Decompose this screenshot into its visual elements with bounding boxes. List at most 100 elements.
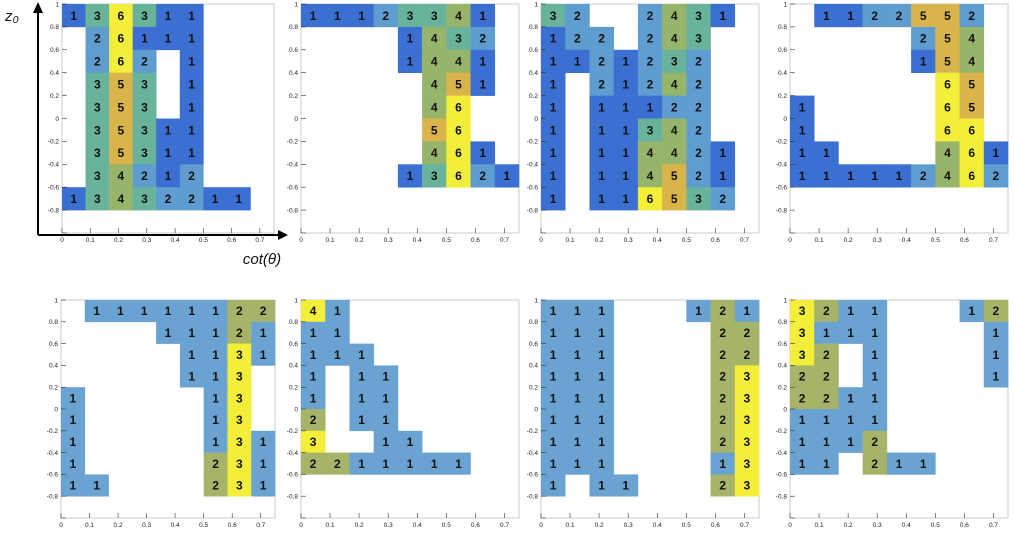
x-tick-label: 0.3 [142, 522, 151, 529]
heatmap-cell [710, 141, 736, 165]
cell-value-label: 4 [431, 32, 438, 46]
cell-value-label: 2 [695, 169, 702, 183]
heatmap-cell [541, 300, 566, 323]
heatmap-cell [132, 164, 157, 188]
cell-value-label: 2 [695, 77, 702, 91]
cell-value-label: 1 [407, 32, 414, 46]
cell-value-label: 6 [944, 77, 951, 91]
y-tick-label: -0.6 [287, 185, 299, 192]
heatmap-cell [790, 118, 815, 142]
cell-value-label: 1 [993, 370, 1000, 384]
cell-value-label: 1 [598, 457, 605, 471]
heatmap-cell [227, 343, 252, 366]
heatmap-cell [589, 49, 614, 73]
heatmap-cell [226, 187, 251, 211]
y-tick-label: 0.4 [778, 363, 787, 370]
heatmap-cell [935, 72, 960, 96]
x-tick-label: 0.7 [255, 237, 264, 244]
heatmap-cell [156, 321, 181, 344]
heatmap-cell [156, 141, 181, 165]
x-tick-label: 0 [539, 237, 543, 244]
cell-value-label: 2 [719, 326, 726, 340]
cell-value-label: 1 [847, 326, 854, 340]
cell-value-label: 1 [622, 55, 629, 69]
cell-value-label: 1 [719, 457, 726, 471]
heatmap-cell [179, 321, 204, 344]
heatmap-cell [179, 164, 204, 188]
cell-value-label: 1 [70, 457, 77, 471]
cell-value-label: 3 [744, 413, 751, 427]
heatmap-cell [251, 300, 276, 323]
cell-value-label: 1 [310, 348, 317, 362]
cell-value-label: 1 [550, 348, 557, 362]
cell-value-label: 5 [944, 55, 951, 69]
heatmap-cell [613, 164, 639, 188]
cell-value-label: 5 [118, 100, 125, 114]
heatmap-cell [589, 118, 614, 142]
cell-value-label: 1 [896, 457, 903, 471]
heatmap-cell [109, 187, 133, 211]
heatmap-cell [935, 164, 960, 188]
cell-value-label: 3 [141, 100, 148, 114]
y-tick-label: -0.4 [48, 162, 60, 169]
heatmap-cell [565, 387, 590, 410]
heatmap-cell [565, 4, 590, 28]
y-tick-label: -0.8 [776, 207, 788, 214]
cell-value-label: 1 [550, 55, 557, 69]
heatmap-cell [911, 164, 936, 188]
heatmap-cell [85, 26, 110, 51]
cell-value-label: 1 [358, 413, 365, 427]
heatmap-cell [446, 452, 471, 475]
heatmap-cell [132, 141, 157, 165]
heatmap-cell [227, 321, 252, 344]
cell-value-label: 3 [94, 192, 101, 206]
heatmap-cell [983, 164, 1009, 188]
cell-value-label: 2 [695, 55, 702, 69]
cell-value-label: 2 [823, 348, 830, 362]
heatmap-cell [203, 474, 228, 497]
cell-value-label: 2 [598, 55, 605, 69]
cell-value-label: 3 [236, 435, 243, 449]
cell-value-label: 1 [407, 169, 414, 183]
heatmap-cell [637, 72, 663, 96]
heatmap-cell [446, 26, 471, 51]
cell-value-label: 1 [212, 348, 219, 362]
heatmap-cell [470, 72, 496, 96]
cell-value-label: 1 [334, 9, 341, 23]
cell-value-label: 1 [823, 169, 830, 183]
heatmap-cell [84, 300, 109, 323]
heatmap-cell [203, 300, 228, 323]
cell-value-label: 1 [622, 169, 629, 183]
cell-value-label: 1 [188, 326, 195, 340]
heatmap-cell [541, 187, 566, 211]
cell-value-label: 1 [550, 435, 557, 449]
heatmap-cell [422, 72, 447, 96]
heatmap-cell [710, 365, 736, 388]
cell-value-label: 1 [550, 77, 557, 91]
x-tick-label: 0 [60, 237, 64, 244]
heatmap-cell [179, 343, 204, 366]
heatmap-cell [911, 452, 936, 475]
x-tick-label: 0.3 [624, 237, 633, 244]
y-tick-label: -0.6 [48, 185, 60, 192]
heatmap-cell [589, 387, 614, 410]
heatmap-cell [108, 300, 133, 323]
heatmap-cell [565, 430, 590, 453]
cell-value-label: 4 [944, 146, 951, 160]
heatmap-cell [397, 452, 423, 475]
heatmap-cell [203, 387, 228, 410]
y-tick-label: 1 [294, 297, 298, 304]
heatmap-cell [109, 49, 133, 73]
cell-value-label: 1 [799, 146, 806, 160]
x-tick-label: 0.5 [931, 237, 940, 244]
cell-value-label: 2 [993, 304, 1000, 318]
y-tick-label: -0.6 [527, 185, 539, 192]
cell-value-label: 1 [550, 326, 557, 340]
cell-value-label: 1 [993, 348, 1000, 362]
y-tick-label: 0.8 [50, 24, 59, 31]
cell-value-label: 3 [744, 457, 751, 471]
cell-value-label: 1 [574, 55, 581, 69]
heatmap-cell [349, 343, 374, 366]
x-tick-label: 0.5 [199, 237, 208, 244]
cell-value-label: 1 [598, 348, 605, 362]
